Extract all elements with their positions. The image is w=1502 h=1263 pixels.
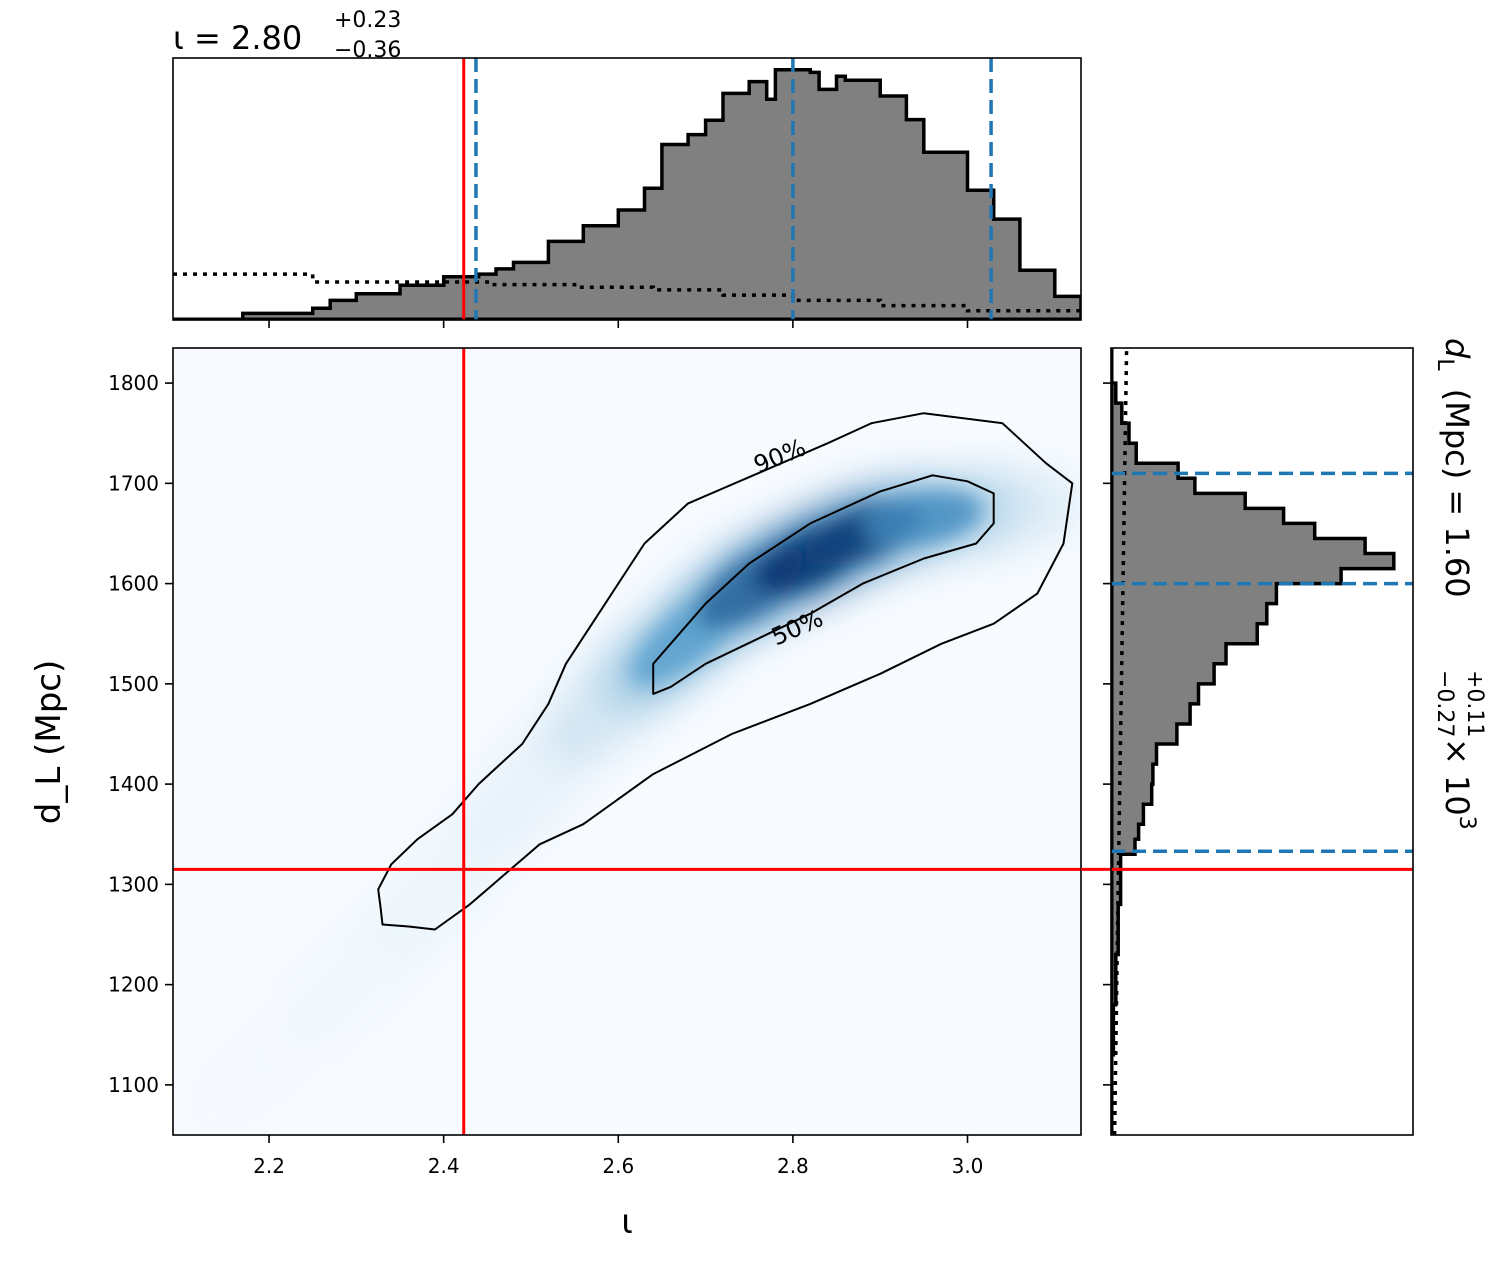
marginal-x-hist-path (241, 68, 1081, 320)
y-axis-label: d_L (Mpc) (29, 660, 69, 824)
svg-text:+0.11: +0.11 (1462, 670, 1487, 737)
y-tick-label: 1300 (108, 872, 159, 896)
x-tick-label: 2.2 (253, 1154, 285, 1178)
marginal-y-histogram (1111, 348, 1396, 1135)
marginal-x-histogram (173, 68, 1081, 320)
y-tick-label: 1500 (108, 672, 159, 696)
joint-frame (172, 347, 1082, 1136)
marginal-y-prior (1112, 348, 1129, 1135)
x-tick-label: 2.8 (777, 1154, 809, 1178)
marginal-y-reference-lines (1111, 471, 1413, 854)
joint-panel: 90%50% 2.2 2.4 2.6 2.8 3.0 11001200130014001… (29, 347, 1082, 1242)
svg-text:dL (Mpc) = 1.60: dL (Mpc) = 1.60 (1430, 338, 1476, 598)
x-tick-label: 2.4 (428, 1154, 460, 1178)
y-tick-label: 1800 (108, 371, 159, 395)
y-tick-label: 1700 (108, 471, 159, 495)
svg-text:× 103: × 103 (1438, 738, 1479, 830)
heatmap-core (629, 490, 984, 687)
heatmap-blob-core (864, 490, 984, 547)
marginal-x-prior-path (173, 272, 1081, 313)
marginal-x-ticks (268, 320, 969, 328)
y-axis-ticks: 1100 1200 1300 1400 1500 1600 1700 1800 (108, 371, 173, 1097)
contour-50 (652, 474, 995, 695)
marginal-y-ticks (1103, 382, 1111, 1086)
x-tick-label: 3.0 (952, 1154, 984, 1178)
marginal-y-hist-path (1111, 381, 1396, 1057)
x-tick-label: 2.6 (602, 1154, 634, 1178)
y-tick-label: 1400 (108, 772, 159, 796)
density-heatmap (184, 465, 1080, 1135)
y-tick-label: 1600 (108, 572, 159, 596)
marginal-x-prior (173, 272, 1081, 313)
marginal-x-panel: ι = 2.80 +0.23 −0.36 (172, 0, 1082, 328)
marginal-y-panel: dL (Mpc) = 1.60 +0.11 −0.27 × 103 (1081, 338, 1487, 1136)
y-tick-label: 1100 (108, 1073, 159, 1097)
y-tick-label: 1200 (108, 973, 159, 997)
marginal-y-title: dL (Mpc) = 1.60 +0.11 −0.27 × 103 (1430, 338, 1487, 830)
joint-truth-lines (173, 348, 1081, 1135)
marginal-x-frame (172, 57, 1082, 321)
marginal-x-reference-lines (462, 58, 993, 320)
contour-90 (377, 412, 1074, 931)
marginal-y-frame (1110, 347, 1414, 1136)
x-axis-ticks: 2.2 2.4 2.6 2.8 3.0 (253, 1135, 983, 1178)
svg-text:−0.27: −0.27 (1432, 670, 1457, 737)
marginal-y-prior-path (1112, 348, 1129, 1135)
marginal-x-title: ι = 2.80 +0.23 −0.36 (173, 0, 412, 63)
svg-text:d_L (Mpc): d_L (Mpc) (29, 660, 69, 824)
x-axis-label: ι (621, 1202, 633, 1242)
